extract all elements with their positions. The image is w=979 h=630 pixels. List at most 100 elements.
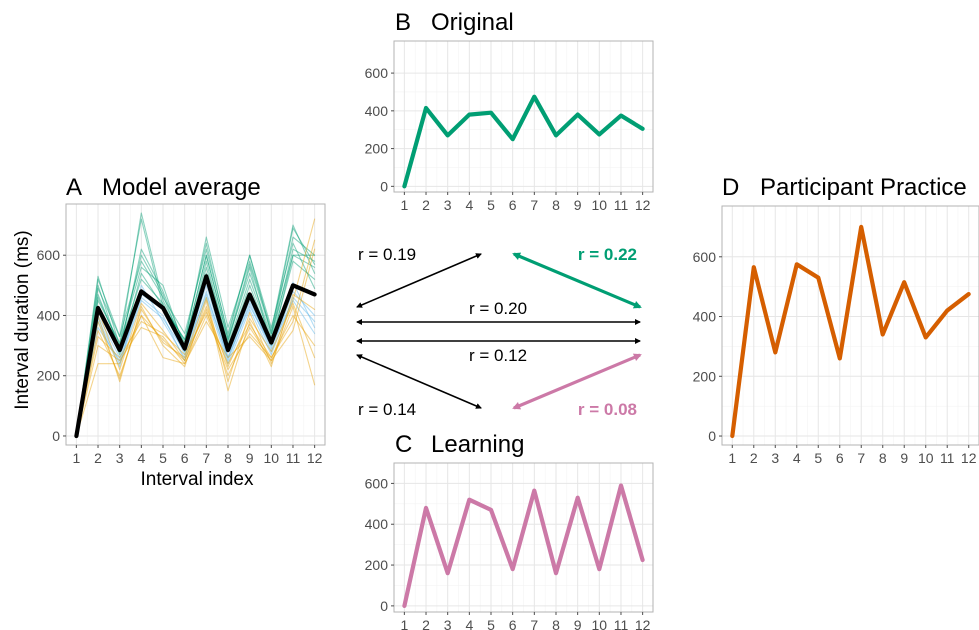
panel-a-x-tick-label: 8 [224,450,232,466]
corr-label-b-d: r = 0.22 [578,245,637,264]
panel-d-y-tick-label: 400 [693,309,717,325]
panel-d-title: Participant Practice [760,174,967,201]
panel-b-plot-frame [393,40,654,193]
panel-c-y-tick-label: 600 [365,475,389,491]
panel-d-x-tick-label: 5 [814,450,822,466]
panel-a-x-tick-label: 4 [137,450,145,466]
arrow-c-d [512,353,642,410]
panel-a-series-line [75,218,316,437]
panel-b-x-tick-label: 6 [509,197,517,213]
corr-label-c-d: r = 0.08 [578,400,637,419]
panel-a-x-tick-label: 1 [72,450,80,466]
panel-c-letter: C [395,431,412,458]
panel-d-y-tick-label: 200 [693,368,717,384]
panel-a-series-line [75,296,316,437]
panel-c-x-tick-label: 1 [400,617,408,630]
panel-a-y-tick-label: 0 [52,428,60,444]
panel-a-series-line-average [74,274,317,439]
panel-b-y-tick-label: 200 [365,141,389,157]
panel-d-x-tick-label: 7 [857,450,865,466]
panel-a-x-tick-label: 10 [264,450,280,466]
arrow-b-d [512,252,642,309]
panel-b-title: Original [431,9,514,36]
panel-b-x-tick-label: 7 [530,197,538,213]
panel-b-x-tick-label: 5 [487,197,495,213]
panel-a-series-line [75,302,316,437]
panel-a-title: Model average [102,174,261,201]
panel-b-letter: B [395,9,411,36]
panel-d-letter: D [722,174,739,201]
panel-c-x-tick-label: 6 [509,617,517,630]
panel-c-y-tick-label: 400 [365,516,389,532]
panel-d-x-tick-label: 9 [900,450,908,466]
panel-d-x-tick-label: 3 [771,450,779,466]
panel-a-x-tick-label: 9 [246,450,254,466]
panel-d-x-tick-label: 8 [879,450,887,466]
panel-b-x-tick-label: 11 [614,197,629,213]
panel-b-x-tick-label: 3 [444,197,452,213]
corr-label-a-c: r = 0.14 [358,400,416,419]
panel-d-x-tick-label: 12 [961,450,977,466]
panel-d-x-tick-label: 10 [918,450,934,466]
panel-d-plot-frame [721,205,979,446]
panel-a-x-tick-label: 3 [116,450,124,466]
panel-d-x-tick-label: 1 [728,450,736,466]
panel-b-x-tick-label: 9 [574,197,582,213]
panel-a-x-axis-label: Interval index [140,469,254,490]
panel-b-x-tick-label: 12 [635,197,651,213]
panel-a-x-tick-label: 7 [202,450,210,466]
arrow-a-c [356,354,482,409]
panel-a-x-tick-label: 6 [181,450,189,466]
panel-a-series-line [75,212,316,437]
correlation-arrows: r = 0.19 r = 0.22 r = 0.20 r = 0.12 r = … [356,245,642,419]
panel-d-x-tick-label: 2 [750,450,758,466]
panel-d-series-line [730,224,971,439]
panel-b-y-tick-label: 600 [365,65,389,81]
panel-c-title: Learning [431,431,524,458]
panel-c-plot-frame [393,462,654,613]
panel-c-series-line [402,483,645,609]
arrow-a-b [356,253,482,308]
corr-label-a-b: r = 0.19 [358,245,416,264]
panel-a-series-line [75,293,316,437]
panel-a-series-line [75,239,316,437]
panel-d-x-tick-label: 11 [940,450,955,466]
corr-label-a-d-upper: r = 0.20 [469,299,527,318]
panel-c-x-tick-label: 4 [465,617,473,630]
panel-a-x-tick-label: 12 [307,450,323,466]
panel-c-y-tick-label: 200 [365,557,389,573]
panel-c-y-tick-label: 0 [380,598,388,614]
panel-b-x-tick-label: 8 [552,197,560,213]
panel-c-x-tick-label: 8 [552,617,560,630]
panel-a-series-line [75,242,316,437]
panel-a-y-tick-label: 400 [37,307,61,323]
panel-a-x-tick-label: 5 [159,450,167,466]
panel-c-x-tick-label: 3 [444,617,452,630]
panel-b-x-tick-label: 10 [592,197,608,213]
panel-a-plot-frame [65,203,326,446]
panel-d-y-tick-label: 0 [708,428,716,444]
panel-c-x-tick-label: 7 [530,617,538,630]
panel-c-x-tick-label: 12 [635,617,651,630]
panel-b-y-tick-label: 0 [380,178,388,194]
panel-a-series-line [75,284,316,437]
panel-a-y-axis-label: Interval duration (ms) [12,230,33,410]
panel-b-x-tick-label: 4 [465,197,473,213]
panel-a-series-line [75,218,316,437]
panel-b-series-line [402,94,645,189]
panel-d-x-tick-label: 4 [793,450,801,466]
panel-d-y-tick-label: 600 [693,249,717,265]
panel-b-x-tick-label: 1 [400,197,408,213]
panel-a-model-average: A Model average Interval index Interval … [12,174,326,490]
panel-c-x-tick-label: 9 [574,617,582,630]
panel-a-y-tick-label: 600 [37,247,61,263]
panel-b-x-tick-label: 2 [422,197,430,213]
panel-a-series-line [75,248,316,437]
panel-c-x-tick-label: 11 [614,617,629,630]
panel-a-x-tick-label: 11 [286,450,301,466]
panel-a-y-tick-label: 200 [37,368,61,384]
panel-d-x-tick-label: 6 [836,450,844,466]
corr-label-a-d-lower: r = 0.12 [469,346,527,365]
